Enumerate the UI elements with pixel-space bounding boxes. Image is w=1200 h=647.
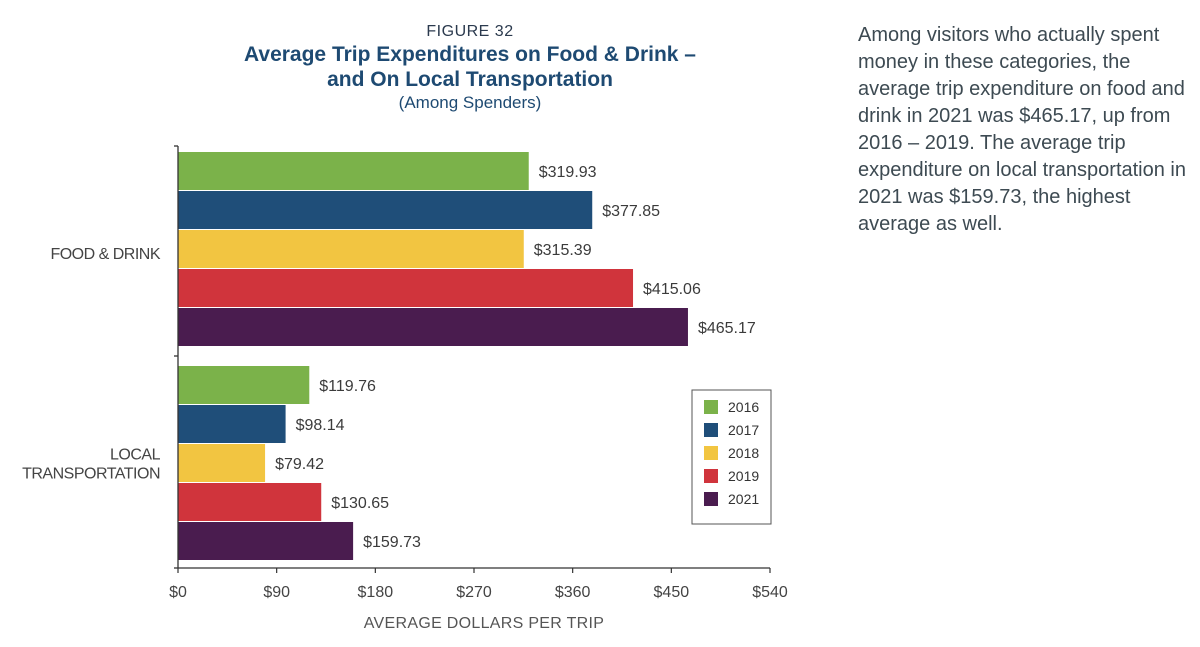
bar-food-drink-2018 [178,230,524,268]
x-tick-label: $450 [654,584,690,601]
legend-swatch-2019 [704,469,718,483]
bar-value-label: $465.17 [698,320,756,337]
bar-food-drink-2016 [178,152,529,190]
bar-value-label: $159.73 [363,534,421,551]
x-tick-label: $0 [169,584,187,601]
x-tick-label: $270 [456,584,492,601]
x-tick-label: $540 [752,584,788,601]
bar-value-label: $319.93 [539,164,597,181]
legend-swatch-2018 [704,446,718,460]
bar-local-transportation-2016 [178,366,310,404]
x-tick-label: $360 [555,584,591,601]
bar-food-drink-2021 [178,308,688,346]
chart-titles: FIGURE 32 Average Trip Expenditures on F… [140,22,800,114]
legend-swatch-2021 [704,492,718,506]
bar-local-transportation-2019 [178,483,322,521]
legend-label-2021: 2021 [728,491,759,507]
legend-label-2018: 2018 [728,445,759,461]
legend-label-2017: 2017 [728,422,759,438]
bar-value-label: $415.06 [643,281,701,298]
bar-local-transportation-2017 [178,405,286,443]
bar-value-label: $79.42 [275,456,324,473]
bar-food-drink-2017 [178,191,593,229]
bar-chart: $319.93 $119.76 $377.85 $98.14 $315.39 $79.42… [22,145,788,632]
bar-value-label: $130.65 [331,495,389,512]
legend-swatch-2016 [704,400,718,414]
bar-local-transportation-2018 [178,444,266,482]
side-description: Among visitors who actually spent money … [858,24,1186,235]
bar-value-label: $98.14 [296,417,345,434]
x-axis-title: AVERAGE DOLLARS PER TRIP [364,615,604,632]
legend-swatch-2017 [704,423,718,437]
chart-subtitle: (Among Spenders) [398,93,542,112]
chart-title-line-1: Average Trip Expenditures on Food & Drin… [244,43,696,66]
bar-local-transportation-2021 [178,522,354,560]
legend-label-2019: 2019 [728,468,759,484]
category-label: FOOD & DRINK [50,246,160,263]
legend-label-2016: 2016 [728,399,759,415]
x-tick-label: $180 [358,584,394,601]
figure-label: FIGURE 32 [426,23,514,40]
bar-food-drink-2019 [178,269,634,307]
bar-value-label: $377.85 [602,203,660,220]
chart-title-line-2: and On Local Transportation [327,68,613,91]
category-label: TRANSPORTATION [22,466,160,483]
bar-value-label: $315.39 [534,242,592,259]
category-label: LOCAL [110,447,161,464]
x-tick-label: $90 [263,584,290,601]
bar-value-label: $119.76 [319,378,376,395]
